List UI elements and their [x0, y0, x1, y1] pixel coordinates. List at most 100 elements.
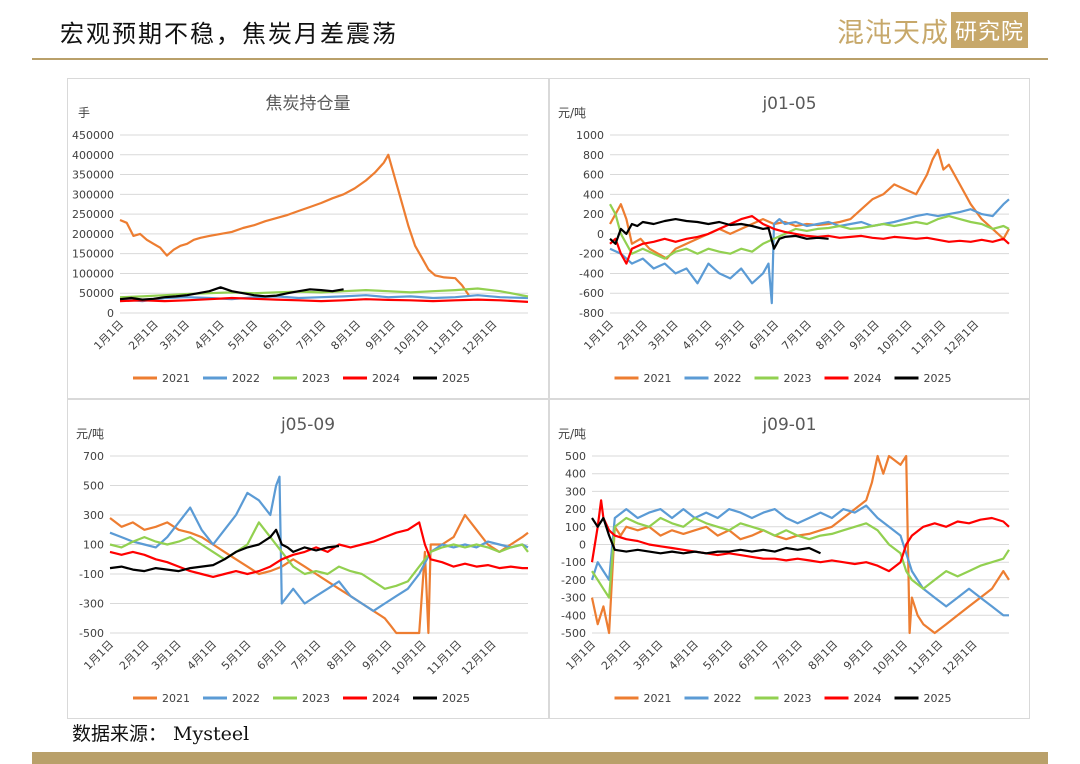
y-tick-label: 200: [565, 503, 586, 516]
y-tick-label: 300000: [72, 188, 114, 201]
series-line-2021: [119, 153, 470, 296]
brand-logo: 混沌天成 研究院: [836, 12, 1028, 49]
series-line-2025: [591, 516, 821, 555]
y-tick-label: 250000: [72, 208, 114, 221]
chart-title: 焦炭持仓量: [266, 94, 351, 114]
legend-label: 2024: [854, 372, 882, 385]
x-tick-label: 12月1日: [942, 318, 982, 358]
x-tick-label: 5月1日: [701, 638, 736, 673]
x-tick-label: 7月1日: [770, 638, 805, 673]
y-tick-label: 500: [83, 480, 104, 493]
y-tick-label: -400: [561, 609, 586, 622]
series-line-2023: [591, 516, 1010, 599]
page-title: 宏观预期不稳，焦炭月差震荡: [60, 20, 398, 48]
y-tick-label: 50000: [79, 287, 114, 300]
x-tick-label: 4月1日: [192, 318, 227, 353]
x-tick-label: 5月1日: [713, 318, 748, 353]
y-tick-label: 100: [565, 521, 586, 534]
x-tick-label: 2月1日: [117, 638, 152, 673]
x-tick-label: 4月1日: [185, 638, 220, 673]
x-tick-label: 1月1日: [81, 638, 116, 673]
x-tick-label: 2月1日: [599, 638, 634, 673]
legend-label: 2022: [714, 372, 742, 385]
x-tick-label: 6月1日: [254, 638, 289, 673]
x-tick-label: 1月1日: [581, 318, 616, 353]
x-tick-label: 7月1日: [289, 638, 324, 673]
x-tick-label: 8月1日: [324, 638, 359, 673]
x-tick-label: 2月1日: [615, 318, 650, 353]
y-tick-label: 450000: [72, 129, 114, 142]
y-tick-label: 0: [579, 539, 586, 552]
legend-label: 2021: [162, 692, 190, 705]
legend-label: 2021: [644, 692, 672, 705]
legend-label: 2023: [784, 692, 812, 705]
series-line-2024: [609, 215, 1010, 265]
y-tick-label: -200: [561, 574, 586, 587]
data-source-note: 数据来源： Mysteel: [72, 723, 250, 745]
brand-logo-main: 混沌天成: [836, 17, 949, 49]
x-tick-label: 3月1日: [149, 638, 184, 673]
series-line-2022: [590, 504, 1009, 617]
series-line-2024: [119, 296, 529, 303]
legend-label: 2025: [442, 372, 470, 385]
y-tick-label: 300: [565, 485, 586, 498]
y-tick-label: 100: [83, 539, 104, 552]
x-tick-label: 2月1日: [126, 318, 161, 353]
y-tick-label: 400: [565, 468, 586, 481]
y-tick-label: -800: [579, 307, 604, 320]
y-tick-label: 400: [583, 188, 604, 201]
chart-svg: j05-09 元/吨 -500 -300 -100 100 300 500 700 1月1日 2月1…: [76, 415, 529, 705]
legend-label: 2025: [924, 692, 952, 705]
y-tick-label: -200: [579, 248, 604, 261]
x-tick-label: 10月1日: [870, 638, 910, 678]
y-tick-label: 300: [83, 509, 104, 522]
x-tick-label: 6月1日: [260, 318, 295, 353]
series-line-2022: [609, 198, 1010, 305]
header-divider: [32, 58, 1048, 60]
y-tick-label: 350000: [72, 169, 114, 182]
x-tick-label: 1月1日: [563, 638, 598, 673]
series-line-2025: [119, 286, 344, 301]
x-tick-label: 3月1日: [157, 318, 192, 353]
y-tick-label: -100: [79, 568, 104, 581]
series-line-2022: [119, 294, 529, 303]
legend-label: 2024: [372, 372, 400, 385]
y-axis-label: 元/吨: [558, 106, 586, 120]
y-axis-label: 手: [78, 106, 90, 120]
chart-svg: j01-05 元/吨 -800 -600 -400 -200 0 200 400 600 800 10…: [558, 94, 1010, 385]
legend-label: 2023: [302, 372, 330, 385]
y-tick-label: 150000: [72, 248, 114, 261]
y-tick-label: -100: [561, 556, 586, 569]
legend-label: 2024: [854, 692, 882, 705]
legend-label: 2021: [644, 372, 672, 385]
x-tick-label: 3月1日: [631, 638, 666, 673]
x-tick-label: 5月1日: [226, 318, 261, 353]
x-tick-label: 8月1日: [813, 318, 848, 353]
series-line-2025: [609, 218, 829, 250]
chart-svg: j09-01 元/吨 -500 -400 -300 -200 -100 0 100 200 300 4…: [558, 415, 1010, 705]
footer-bar: [32, 752, 1048, 764]
x-tick-label: 11月1日: [906, 638, 946, 678]
x-tick-label: 10月1日: [392, 318, 432, 358]
y-tick-label: -600: [579, 287, 604, 300]
chart-panel-j09-01: j09-01 元/吨 -500 -400 -300 -200 -100 0 100 200 300 4…: [549, 399, 1030, 719]
chart-title: j01-05: [761, 94, 816, 114]
legend-label: 2024: [372, 692, 400, 705]
legend-label: 2025: [924, 372, 952, 385]
y-tick-label: 200: [583, 208, 604, 221]
x-tick-label: 5月1日: [219, 638, 254, 673]
chart-title: j05-09: [280, 415, 335, 435]
x-tick-label: 11月1日: [909, 318, 949, 358]
x-tick-label: 11月1日: [426, 318, 466, 358]
x-tick-label: 8月1日: [328, 318, 363, 353]
series-line-2025: [109, 528, 340, 573]
y-axis-label: 元/吨: [76, 427, 104, 441]
series-line-2023: [119, 287, 529, 299]
x-tick-label: 10月1日: [389, 638, 429, 678]
chart-panel-j01-05: j01-05 元/吨 -800 -600 -400 -200 0 200 400 600 800 10…: [549, 78, 1030, 399]
series-line-2023: [109, 521, 529, 590]
y-tick-label: -500: [79, 627, 104, 640]
x-tick-label: 6月1日: [747, 318, 782, 353]
y-tick-label: 600: [583, 169, 604, 182]
